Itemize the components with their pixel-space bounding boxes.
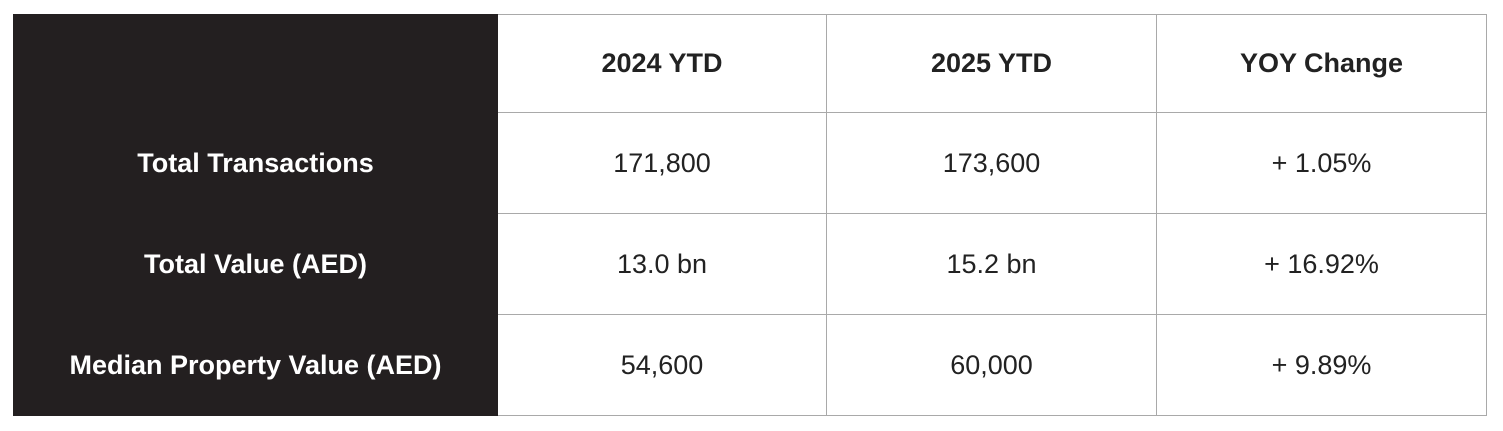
header-cell: 2025 YTD [826,14,1157,113]
header-cell: YOY Change [1156,14,1487,113]
row-label: Total Value (AED) [13,213,498,315]
value-cell: 54,600 [497,314,827,416]
value-cell: 13.0 bn [497,213,827,315]
value-cell: 15.2 bn [826,213,1157,315]
table-row: Total Transactions 171,800 173,600 + 1.05% [13,112,1487,214]
header-cell: 2024 YTD [497,14,827,113]
value-cell: + 16.92% [1156,213,1487,315]
data-table: 2024 YTD 2025 YTD YOY Change Total Trans… [13,14,1487,416]
value-cell: 60,000 [826,314,1157,416]
value-cell: 173,600 [826,112,1157,214]
table-body: Total Transactions 171,800 173,600 + 1.05% T… [13,112,1487,416]
table-row: Total Value (AED) 13.0 bn 15.2 bn + 16.92% [13,213,1487,315]
table-header: 2024 YTD 2025 YTD YOY Change [13,14,1487,113]
value-cell: 171,800 [497,112,827,214]
row-label: Total Transactions [13,112,498,214]
row-label: Median Property Value (AED) [13,314,498,416]
table-row: Median Property Value (AED) 54,600 60,000 +… [13,314,1487,416]
header-row: 2024 YTD 2025 YTD YOY Change [13,14,1487,113]
value-cell: + 9.89% [1156,314,1487,416]
value-cell: + 1.05% [1156,112,1487,214]
corner-cell [13,14,498,113]
